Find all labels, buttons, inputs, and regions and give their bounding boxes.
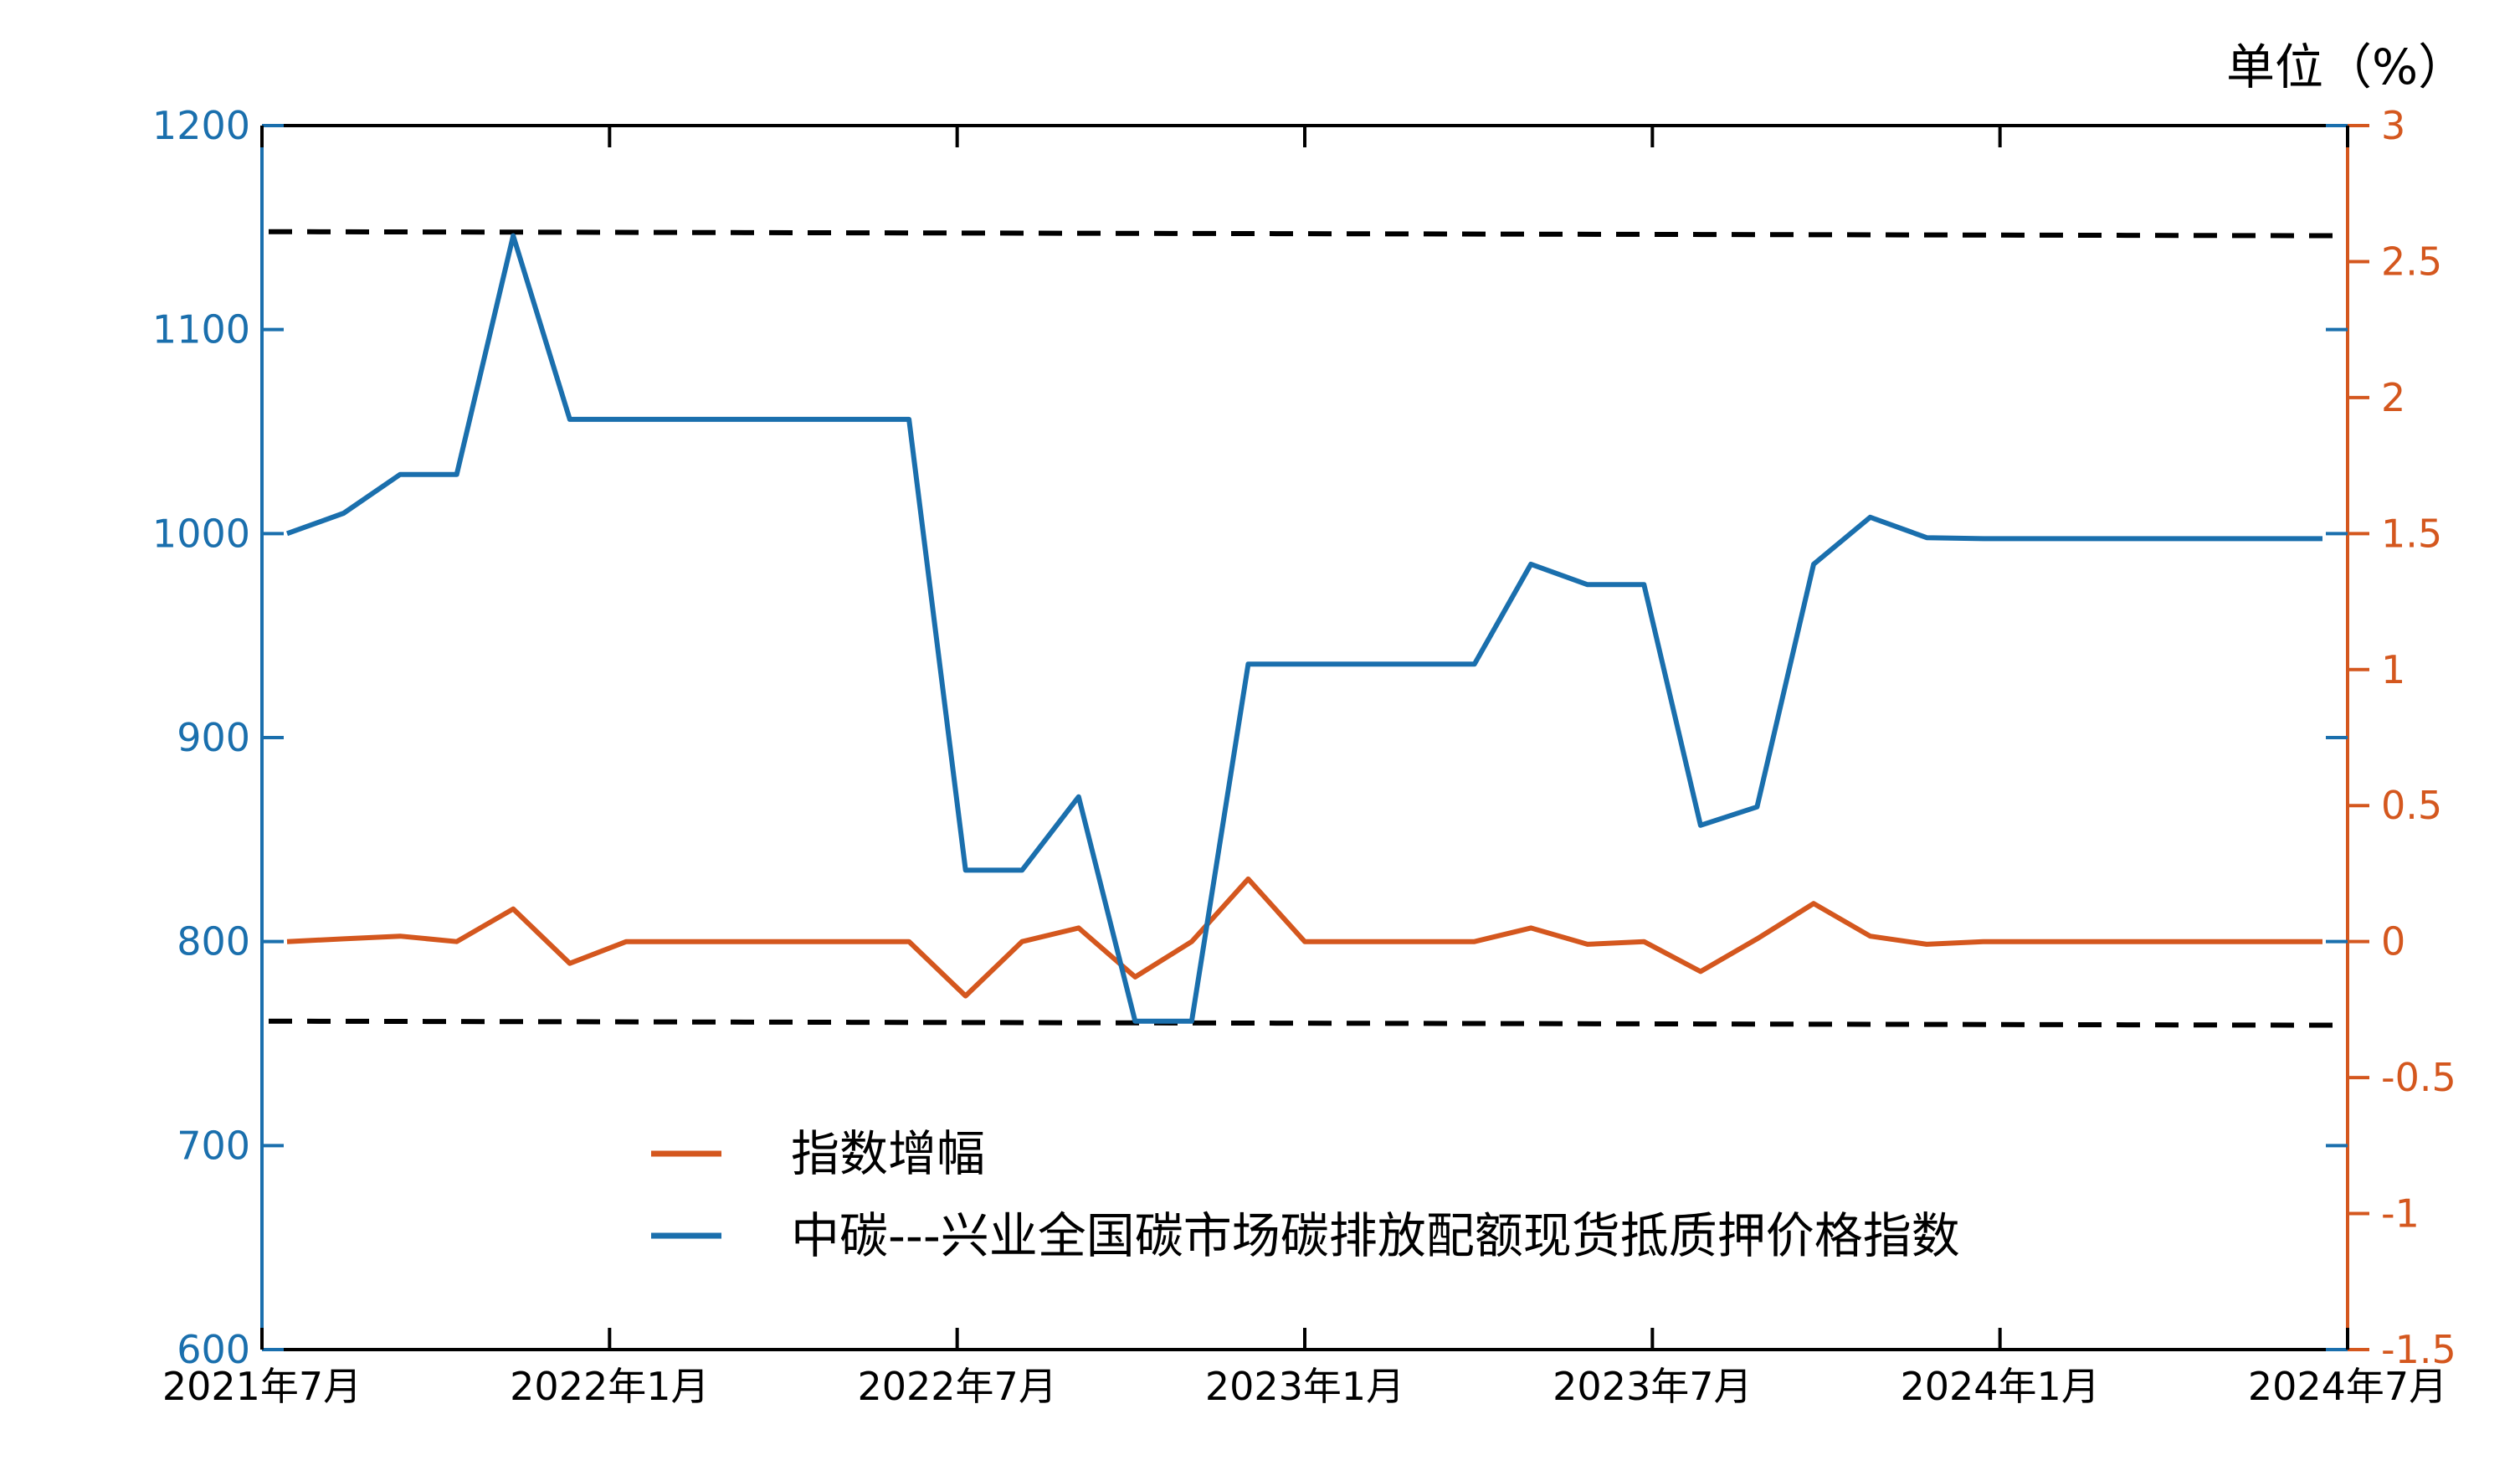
right-tick-label: 3 bbox=[2381, 103, 2405, 148]
reference-line bbox=[268, 229, 2342, 239]
right-tick-label: 2 bbox=[2381, 375, 2405, 420]
x-tick-label: 2023年1月 bbox=[1205, 1364, 1404, 1409]
x-tick-label: 2024年1月 bbox=[1900, 1364, 2099, 1409]
reference-line bbox=[268, 1018, 2342, 1028]
legend-label: 中碳---兴业全国碳市场碳排放配额现货抵质押价格指数 bbox=[791, 1207, 1960, 1264]
left-tick-label: 1000 bbox=[152, 511, 250, 556]
x-tick-label: 2021年7月 bbox=[162, 1364, 362, 1409]
left-tick-label: 900 bbox=[177, 715, 250, 760]
series-line bbox=[286, 876, 2322, 999]
legend-label: 指数增幅 bbox=[791, 1125, 985, 1182]
x-tick-label: 2023年7月 bbox=[1553, 1364, 1752, 1409]
axes-layer bbox=[260, 124, 2349, 1351]
left-tick-label: 800 bbox=[177, 919, 250, 964]
ticks-layer: 600 700 800 900 1000 1100 1200 -1.5 -1 -0.5 0 0.5 1 1… bbox=[152, 103, 2456, 1409]
series-layer bbox=[285, 233, 2322, 1024]
right-tick-label: 2.5 bbox=[2381, 239, 2442, 284]
right-axis-unit-label: 单位（%） bbox=[2226, 39, 2466, 95]
x-tick-label: 2022年1月 bbox=[510, 1364, 709, 1409]
series-line bbox=[285, 233, 2322, 1024]
right-tick-label: 1.5 bbox=[2381, 511, 2442, 556]
right-tick-label: 0 bbox=[2381, 919, 2405, 964]
left-tick-label: 600 bbox=[177, 1327, 250, 1372]
x-tick-label: 2022年7月 bbox=[857, 1364, 1056, 1409]
right-tick-label: 1 bbox=[2381, 647, 2405, 692]
right-tick-label: -1 bbox=[2381, 1191, 2420, 1237]
left-tick-label: 700 bbox=[177, 1123, 250, 1168]
right-tick-label: 0.5 bbox=[2381, 783, 2442, 828]
right-tick-label: -1.5 bbox=[2381, 1327, 2456, 1372]
right-tick-label: -0.5 bbox=[2381, 1055, 2456, 1100]
left-tick-label: 1200 bbox=[152, 103, 250, 148]
reference-lines bbox=[268, 229, 2342, 1028]
x-tick-label: 2024年7月 bbox=[2248, 1364, 2447, 1409]
left-tick-label: 1100 bbox=[152, 307, 250, 352]
